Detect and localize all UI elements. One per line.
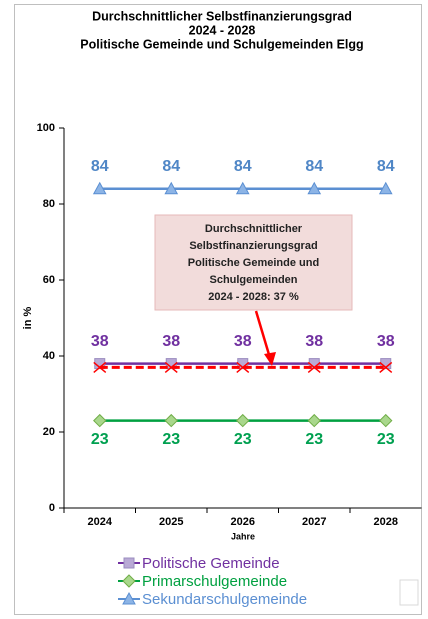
chart-title: Politische Gemeinde und Schulgemeinden E… xyxy=(80,37,363,51)
data-label: 38 xyxy=(305,333,323,350)
y-tick-label: 0 xyxy=(49,502,55,514)
marker xyxy=(123,557,135,569)
annotation-text: 2024 - 2028: 37 % xyxy=(208,291,299,303)
marker xyxy=(236,413,250,428)
legend-label: Sekundarschulgemeinde xyxy=(142,591,307,608)
reference-marker xyxy=(93,361,107,373)
marker xyxy=(93,413,107,428)
data-label: 38 xyxy=(234,333,252,350)
x-tick-label: 2028 xyxy=(374,516,398,528)
marker xyxy=(379,413,393,428)
annotation-text: Selbstfinanzierungsgrad xyxy=(189,240,317,252)
reference-marker xyxy=(164,361,178,373)
reference-marker xyxy=(236,361,250,373)
reference-marker xyxy=(379,361,393,373)
reference-marker xyxy=(307,361,321,373)
marker xyxy=(164,413,178,428)
data-label: 84 xyxy=(377,158,395,175)
chart-title: 2024 - 2028 xyxy=(189,23,256,37)
data-label: 23 xyxy=(91,431,109,448)
annotation-text: Schulgemeinden xyxy=(209,274,297,286)
marker xyxy=(164,181,179,195)
data-label: 84 xyxy=(91,158,109,175)
marker xyxy=(122,574,136,588)
annotation-box xyxy=(154,214,353,311)
y-tick-label: 40 xyxy=(43,350,55,362)
marker xyxy=(378,181,393,195)
y-axis-label: in % xyxy=(22,306,34,329)
marker xyxy=(307,181,322,195)
x-tick-label: 2024 xyxy=(88,516,113,528)
annotation-text: Durchschnittlicher xyxy=(205,223,303,235)
data-label: 38 xyxy=(91,333,109,350)
y-tick-label: 60 xyxy=(43,274,55,286)
y-tick-label: 100 xyxy=(37,122,55,134)
decoration-box xyxy=(399,579,419,606)
marker xyxy=(307,413,321,428)
x-axis-label: Jahre xyxy=(231,531,255,541)
data-label: 23 xyxy=(234,431,252,448)
annotation-text: Politische Gemeinde und xyxy=(188,257,319,269)
data-label: 84 xyxy=(234,158,252,175)
legend-label: Politische Gemeinde xyxy=(142,555,280,572)
data-label: 38 xyxy=(162,333,180,350)
legend-label: Primarschulgemeinde xyxy=(142,573,287,590)
y-tick-label: 80 xyxy=(43,198,55,210)
data-label: 23 xyxy=(305,431,323,448)
marker xyxy=(122,591,136,605)
data-label: 84 xyxy=(162,158,180,175)
marker xyxy=(235,181,250,195)
data-label: 84 xyxy=(305,158,323,175)
x-tick-label: 2026 xyxy=(231,516,255,528)
data-label: 38 xyxy=(377,333,395,350)
data-label: 23 xyxy=(162,431,180,448)
x-tick-label: 2027 xyxy=(302,516,326,528)
annotation-arrow xyxy=(254,310,272,359)
annotation-arrowhead xyxy=(264,352,276,366)
y-tick-label: 20 xyxy=(43,426,55,438)
data-label: 23 xyxy=(377,431,395,448)
x-tick-label: 2025 xyxy=(159,516,183,528)
marker xyxy=(92,181,107,195)
chart-title: Durchschnittlicher Selbstfinanzierungsgr… xyxy=(92,9,352,23)
